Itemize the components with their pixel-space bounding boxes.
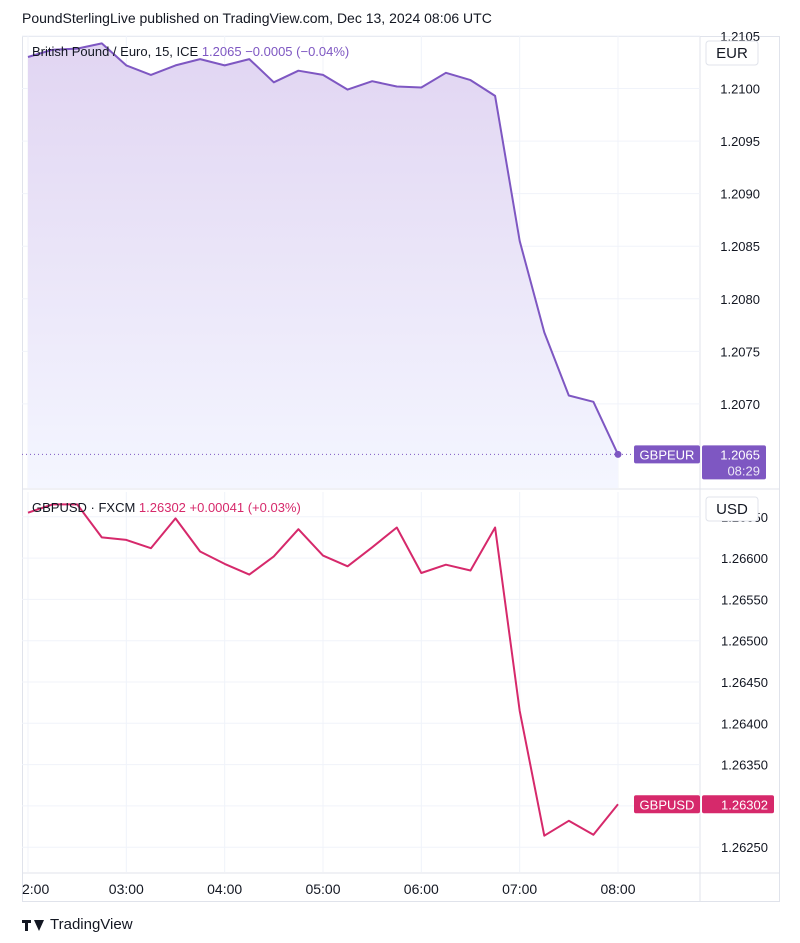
eur-currency-button-bg — [705, 40, 759, 66]
x-tick-label: 04:00 — [207, 881, 242, 897]
publisher-line: PoundSterlingLive published on TradingVi… — [22, 10, 492, 26]
y-tick-label: 1.26250 — [721, 840, 768, 855]
gbpusd-legend-value: 1.26302 — [139, 500, 190, 515]
y-tick-label: 1.26400 — [721, 716, 768, 731]
gbpeur-symbol-label-bg — [634, 445, 700, 464]
y-tick-label: 1.2070 — [720, 397, 760, 412]
gbpeur-symbol-label: GBPEUR — [640, 447, 695, 462]
gbpusd-line — [27, 503, 619, 837]
gbpeur-area-fill — [28, 43, 618, 489]
x-tick-label: 06:00 — [404, 881, 439, 897]
y-tick-label: 1.2090 — [720, 187, 760, 202]
gbpeur-legend-title: British Pound / Euro, 15, ICE — [32, 44, 202, 59]
gbpeur-line — [27, 42, 619, 455]
gbpeur-legend: British Pound / Euro, 15, ICE 1.2065 −0.… — [32, 44, 349, 59]
y-tick-label: 1.26600 — [721, 551, 768, 566]
gbpusd-symbol-label: GBPUSD — [640, 797, 695, 812]
gbpeur-legend-value: 1.2065 — [202, 44, 245, 59]
gbpeur-last-point — [614, 450, 622, 458]
gbpusd-price-label-bg — [702, 795, 774, 814]
y-tick-label: 1.2100 — [720, 82, 760, 97]
y-tick-label: 1.2105 — [720, 29, 760, 44]
gbpusd-legend-change: +0.00041 (+0.03%) — [190, 500, 301, 515]
y-tick-label: 1.2075 — [720, 344, 760, 359]
y-tick-label: 1.26500 — [721, 634, 768, 649]
tradingview-logo-icon — [22, 918, 44, 932]
gbpeur-price-label-bg — [702, 445, 766, 480]
y-tick-label: 1.26350 — [721, 758, 768, 773]
tradingview-logo[interactable]: TradingView — [22, 916, 133, 933]
gbpeur-price-label: 1.2065 — [720, 447, 760, 462]
x-tick-label: 03:00 — [109, 881, 144, 897]
gbpusd-legend: GBPUSD · FXCM 1.26302 +0.00041 (+0.03%) — [32, 500, 301, 515]
x-tick-label: 05:00 — [305, 881, 340, 897]
usd-currency-button-bg — [705, 496, 759, 522]
x-tick-label: 08:00 — [600, 881, 635, 897]
x-tick-label: 07:00 — [502, 881, 537, 897]
gbpusd-symbol-label-bg — [634, 795, 700, 814]
y-tick-label: 1.26450 — [721, 675, 768, 690]
tradingview-brand-text: TradingView — [50, 916, 133, 933]
y-tick-label: 1.2085 — [720, 239, 760, 254]
gbpusd-price-label: 1.26302 — [721, 797, 768, 812]
y-tick-label: 1.2095 — [720, 134, 760, 149]
y-tick-label: 1.2080 — [720, 292, 760, 307]
y-tick-label: 1.26550 — [721, 592, 768, 607]
gbpeur-time-label: 08:29 — [727, 463, 760, 478]
eur-currency-button: EUR — [716, 45, 748, 62]
x-tick-label: 2:00 — [22, 881, 49, 897]
gbpeur-legend-change: −0.0005 (−0.04%) — [245, 44, 349, 59]
gbpusd-legend-title: GBPUSD · FXCM — [32, 500, 139, 515]
usd-currency-button: USD — [716, 501, 748, 518]
